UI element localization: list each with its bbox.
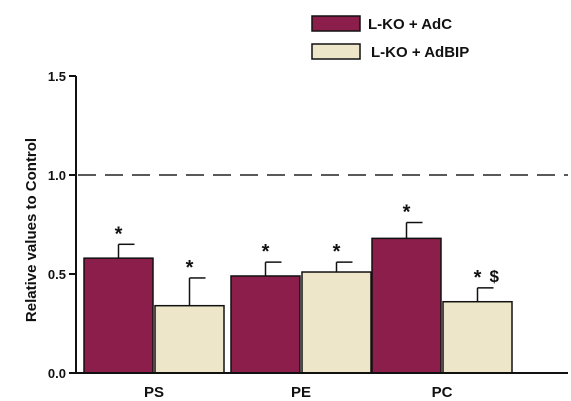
bar <box>442 300 513 374</box>
legend-label: L-KO + AdBIP <box>371 44 469 61</box>
legend-swatch <box>311 43 361 60</box>
significance-star: * <box>186 257 194 279</box>
legend-label: L-KO + AdC <box>368 16 452 33</box>
bar <box>301 271 372 374</box>
significance-star: * <box>262 241 270 263</box>
y-tick-label: 1.0 <box>48 168 66 183</box>
significance-star: * <box>115 223 123 245</box>
bars: * * * * * * $ <box>83 202 513 374</box>
y-tick-label: 1.5 <box>48 69 66 84</box>
category-label: PS <box>144 384 164 401</box>
category-label: PC <box>432 384 453 401</box>
y-axis-ticks: 0.0 0.5 1.0 1.5 <box>48 69 76 381</box>
significance-star: * <box>474 267 482 289</box>
significance-star: * <box>333 241 341 263</box>
legend-swatch <box>311 15 361 32</box>
bar <box>83 257 154 374</box>
y-tick-label: 0.0 <box>48 366 66 381</box>
bar <box>371 237 442 374</box>
legend: L-KO + AdC L-KO + AdBIP <box>311 15 469 61</box>
y-tick-label: 0.5 <box>48 267 66 282</box>
significance-symbol: $ <box>490 267 500 286</box>
significance-star: * <box>403 202 411 224</box>
bar <box>154 304 225 374</box>
x-axis-categories: PS PE PC <box>144 384 453 401</box>
category-label: PE <box>291 384 311 401</box>
bar <box>230 275 301 374</box>
y-axis-label: Relative values to Control <box>23 138 40 322</box>
